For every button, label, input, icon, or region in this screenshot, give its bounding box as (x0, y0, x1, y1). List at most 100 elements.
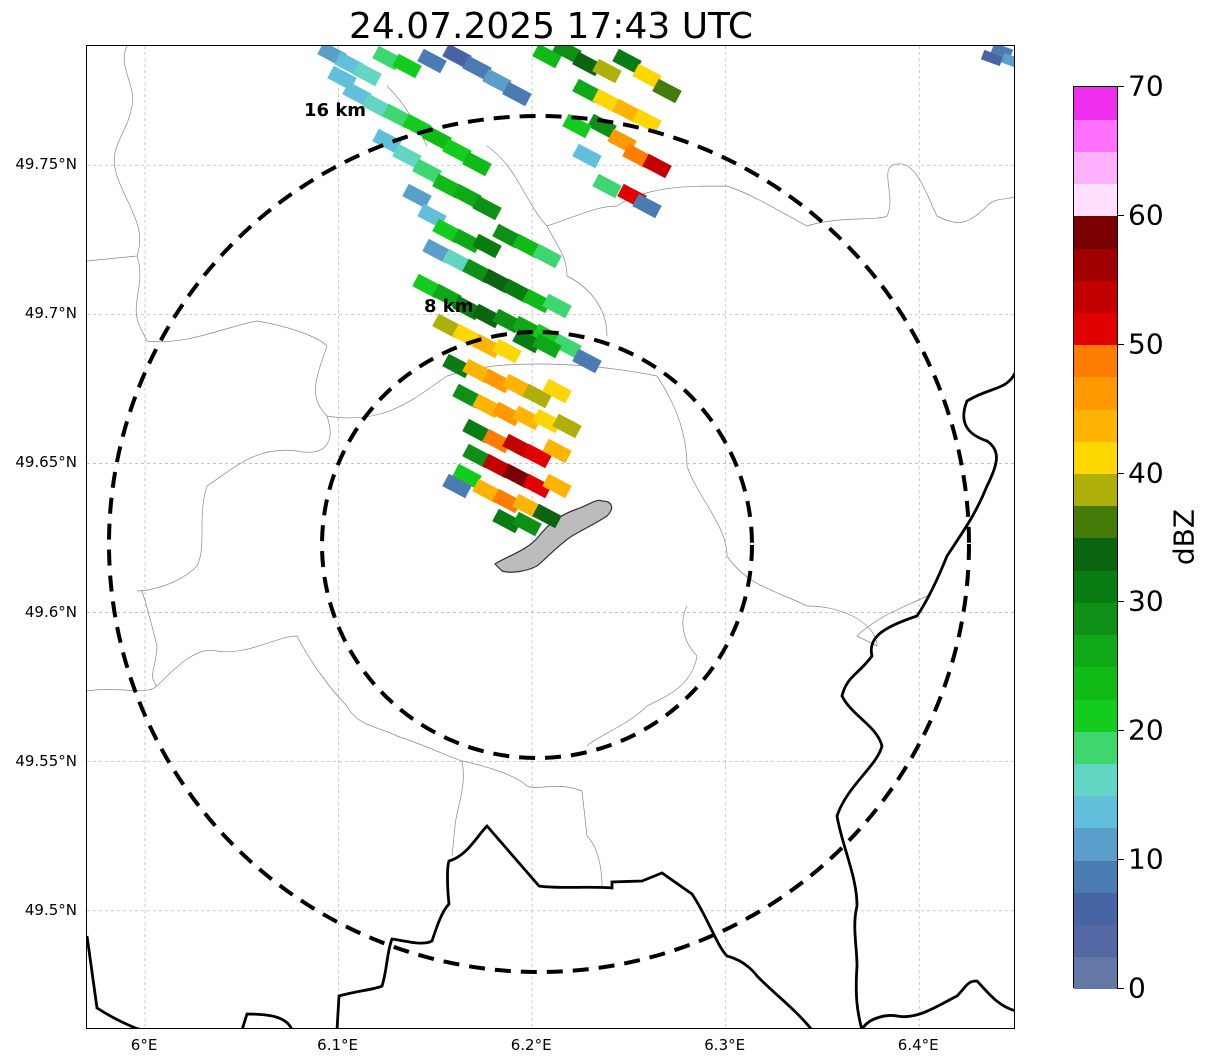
colorbar-tick-mark (1117, 988, 1124, 989)
radar-echo-pixel (552, 413, 582, 439)
colorbar-bin (1074, 892, 1117, 926)
radar-echo-pixel (512, 405, 542, 431)
colorbar-tick-label: 30 (1128, 584, 1164, 618)
radar-echo-pixel (472, 233, 502, 259)
colorbar-bin (1074, 634, 1117, 668)
colorbar-bin (1074, 538, 1117, 571)
colorbar-bin (1074, 731, 1117, 764)
colorbar-bin (1074, 956, 1117, 990)
radar-echo-pixel (492, 508, 522, 534)
radar-echo-pixel (492, 401, 522, 427)
radar-echo-pixel (632, 193, 662, 219)
radar-echo-pixel (552, 46, 582, 64)
radar-echo-pixel (522, 443, 552, 469)
radar-echo-pixel (572, 143, 602, 169)
colorbar-bin (1074, 860, 1117, 893)
radar-echo-pixel (442, 46, 472, 69)
colorbar-bin (1074, 924, 1117, 958)
colorbar-tick-mark (1117, 343, 1124, 345)
colorbar-bin (1074, 409, 1117, 442)
ring-label-8km: 8 km (424, 296, 474, 317)
country-borders (87, 371, 1014, 1028)
radar-echo-pixel (482, 68, 512, 94)
commune-boundaries (87, 46, 1014, 887)
radar-echo-pixel (417, 48, 447, 74)
lat-tick-label: 49.6°N (24, 602, 77, 621)
radar-echo-pixel (587, 113, 617, 139)
radar-echo-pixel (522, 383, 552, 409)
colorbar-tick-label: 20 (1128, 713, 1164, 747)
radar-echo-pixel (632, 108, 662, 134)
colorbar-tick-label: 40 (1128, 456, 1164, 490)
colorbar-bin (1074, 473, 1117, 507)
colorbar-tick-mark (1117, 601, 1124, 603)
lat-tick-label: 49.5°N (24, 900, 77, 919)
map-title: 24.07.2025 17:43 UTC (348, 6, 754, 47)
lon-tick-label: 6.3°E (704, 1036, 746, 1054)
radar-echo-pixel (412, 158, 442, 184)
lat-tick-label: 49.55°N (15, 751, 77, 770)
radar-reflectivity-echoes (317, 46, 1014, 537)
radar-echo-pixel (542, 438, 572, 464)
radar-echo-pixel (372, 128, 402, 154)
colorbar-label: dBZ (1167, 508, 1201, 566)
range-ring-16km (107, 114, 971, 974)
colorbar-bin (1074, 666, 1117, 700)
radar-echo-pixel (592, 173, 622, 199)
lat-tick-label: 49.75°N (15, 155, 77, 174)
colorbar-tick-mark (1117, 86, 1124, 87)
lon-tick-label: 6.4°E (897, 1036, 939, 1054)
colorbar-bin (1074, 151, 1117, 185)
colorbar-tick-label: 10 (1128, 842, 1164, 876)
radar-echo-pixel (512, 511, 542, 537)
radar-echo-pixel (452, 463, 482, 489)
colorbar-bin (1074, 344, 1117, 378)
radar-map: 8 km 16 km (87, 46, 1014, 1028)
radar-echo-pixel (612, 48, 642, 74)
colorbar-tick-label: 60 (1128, 198, 1164, 232)
radar-echo-pixel (572, 348, 602, 374)
radar-echo-pixel (462, 151, 492, 177)
ring-label-16km: 16 km (304, 100, 366, 121)
radar-echo-pixel (552, 333, 582, 359)
radar-echo-pixel (1000, 52, 1014, 70)
radar-echo-pixel (432, 283, 462, 309)
colorbar-bin (1074, 215, 1117, 249)
radar-echo-pixel (542, 378, 572, 404)
colorbar-bin (1074, 183, 1117, 217)
colorbar-tick-mark (1117, 859, 1124, 861)
colorbar-tick-label: 0 (1128, 971, 1146, 1005)
radar-echo-pixel (542, 473, 572, 499)
lon-tick-label: 6.2°E (510, 1036, 552, 1054)
colorbar-tick-label: 50 (1128, 327, 1164, 361)
range-ring-8km (320, 330, 754, 760)
lat-tick-label: 49.7°N (24, 304, 77, 323)
radar-echo-pixel (532, 243, 562, 269)
radar-echo-pixel (342, 81, 372, 107)
radar-echo-pixel (642, 153, 672, 179)
radar-echo-pixel (502, 81, 532, 107)
radar-echo-pixel (632, 63, 662, 89)
radar-echo-pixel (462, 55, 492, 81)
radar-echo-pixel (532, 46, 562, 69)
colorbar-tick-mark (1117, 214, 1124, 216)
range-rings (107, 114, 971, 974)
radar-echo-pixel (592, 58, 622, 84)
radar-echo-pixel (532, 503, 562, 529)
radar-echo-pixel (352, 61, 382, 87)
radar-echo-pixel (492, 338, 522, 364)
colorbar-bin (1074, 505, 1117, 539)
colorbar-bin (1074, 119, 1117, 152)
map-plot-area[interactable]: 8 km 16 km (86, 45, 1015, 1029)
colorbar-bin (1074, 376, 1117, 410)
radar-echo-pixel (442, 473, 472, 499)
radar-echo-pixel (542, 293, 572, 319)
lon-tick-label: 6.1°E (317, 1036, 359, 1054)
colorbar-bin (1074, 312, 1117, 346)
colorbar-bin (1074, 280, 1117, 313)
radar-echo-pixel (392, 53, 422, 79)
radar-echo-pixel (980, 49, 1004, 67)
gridlines (87, 46, 1014, 1028)
radar-echo-pixel (652, 78, 682, 104)
colorbar-tick-mark (1117, 730, 1124, 732)
